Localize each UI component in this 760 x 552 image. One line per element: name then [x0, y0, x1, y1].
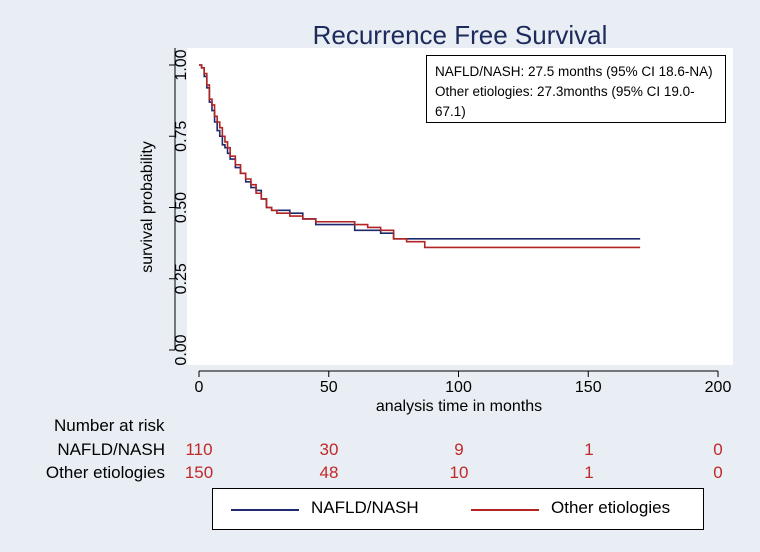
legend: NAFLD/NASH Other etiologies [212, 488, 704, 530]
series-line-other [199, 64, 641, 249]
risk-value: 30 [319, 440, 339, 459]
risk-value: 48 [319, 463, 339, 482]
annotation-line-other: Other etiologies: 27.3months (95% CI 19.… [435, 84, 695, 119]
risk-value: 1 [584, 440, 594, 459]
x-tick-label: 100 [445, 379, 472, 396]
annotation-line-nafld: NAFLD/NASH: 27.5 months (95% CI 18.6-NA) [435, 64, 713, 79]
legend-label-other: Other etiologies [551, 498, 671, 517]
risk-value: 150 [184, 463, 214, 482]
legend-swatch-nafld [231, 509, 299, 511]
risk-row-label-nafld: NAFLD/NASH [57, 440, 165, 459]
x-tick-label: 150 [575, 379, 602, 396]
chart-title: Recurrence Free Survival [312, 20, 608, 50]
legend-swatch-other [471, 509, 539, 511]
y-tick-label: 0.50 [173, 192, 190, 223]
series-lines [199, 64, 641, 249]
x-tick-label: 200 [705, 379, 732, 396]
median-annotation-box: NAFLD/NASH: 27.5 months (95% CI 18.6-NA)… [426, 55, 726, 123]
y-tick-label: 0.25 [173, 263, 190, 294]
risk-value: 0 [713, 463, 723, 482]
risk-row-label-other: Other etiologies [45, 463, 165, 482]
axes: 0.00 0.25 0.50 0.75 1.00 0 50 100 150 200 [169, 48, 731, 396]
x-axis-title: analysis time in months [376, 398, 542, 415]
legend-label-nafld: NAFLD/NASH [311, 498, 419, 517]
risk-value: 9 [454, 440, 464, 459]
y-tick-label: 0.00 [173, 334, 190, 365]
x-tick-label: 50 [320, 379, 338, 396]
y-tick-label: 1.00 [173, 49, 190, 80]
y-axis-title: survival probability [139, 141, 156, 273]
risk-value: 110 [185, 440, 213, 459]
risk-value: 0 [713, 440, 723, 459]
y-tick-label: 0.75 [173, 121, 190, 152]
x-tick-label: 0 [195, 379, 204, 396]
risk-table-header: Number at risk [54, 416, 165, 435]
risk-value: 1 [584, 463, 594, 482]
risk-value: 10 [449, 463, 469, 482]
